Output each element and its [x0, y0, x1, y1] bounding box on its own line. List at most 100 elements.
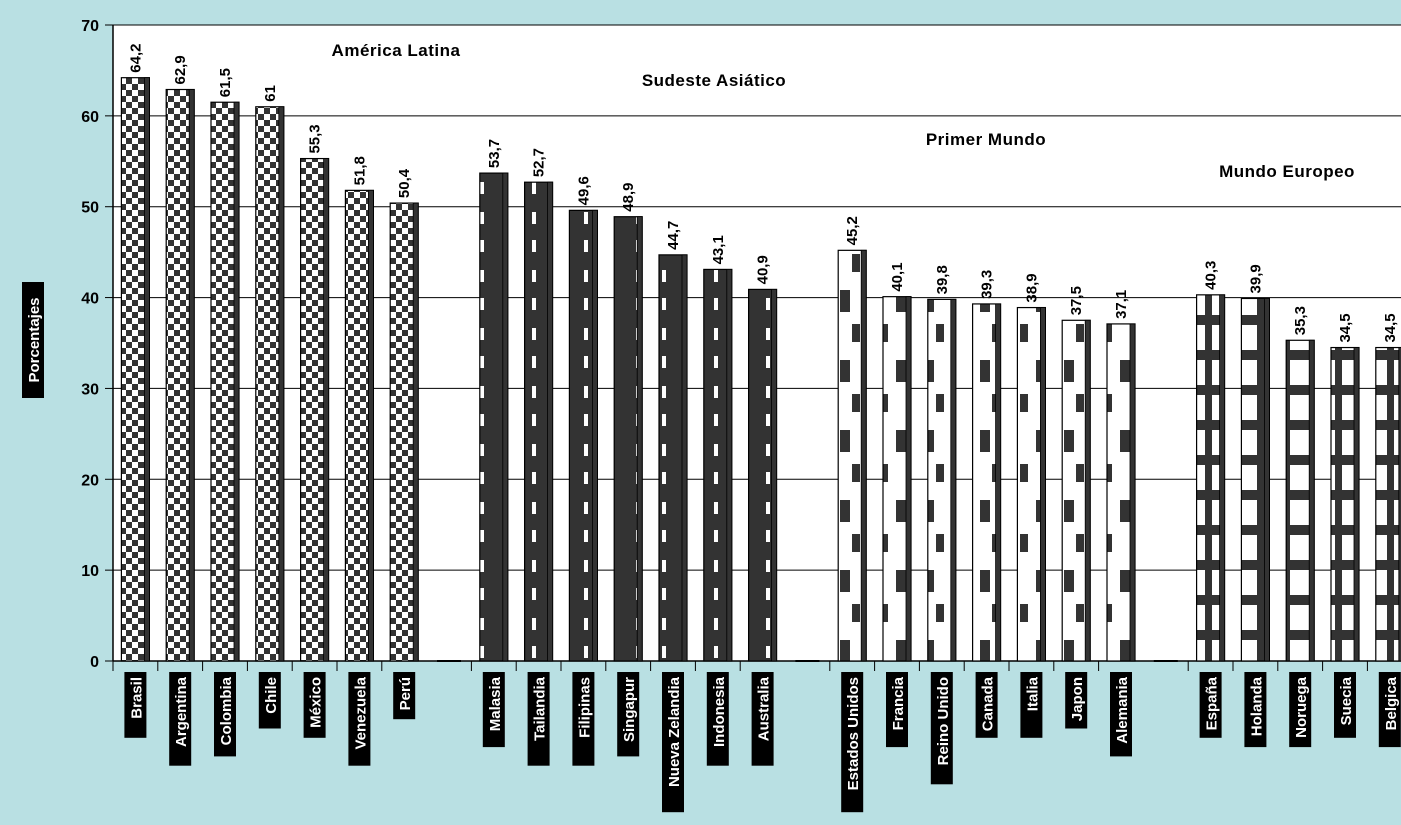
category-label-box: [1020, 672, 1043, 738]
y-tick-label: 0: [90, 654, 99, 671]
group-title: Primer Mundo: [926, 130, 1046, 149]
value-label: 55,3: [307, 124, 324, 153]
category-label-box: [124, 672, 147, 738]
category-label-box: [706, 672, 729, 766]
value-label: 45,2: [844, 216, 861, 245]
value-label: 39,3: [979, 270, 996, 299]
category-label: Brasil: [128, 677, 145, 719]
category-label-box: [841, 672, 864, 813]
category-label-box: [1110, 672, 1132, 757]
y-axis-title: Porcentajes: [22, 282, 44, 398]
value-label: 62,9: [172, 55, 189, 84]
category-label-box: [1378, 672, 1401, 748]
category-label: Colombia: [218, 676, 235, 745]
bar-shadow: [323, 158, 330, 662]
category-label: Noruega: [1293, 676, 1310, 738]
y-tick-label: 10: [81, 563, 99, 580]
category-label-box: [930, 672, 953, 785]
group-title: Sudeste Asiático: [642, 71, 786, 90]
bar-shadow: [1219, 294, 1225, 662]
category-label-box: [482, 672, 505, 748]
category-label: Chile: [263, 677, 280, 714]
group-title: Mundo Europeo: [1219, 162, 1355, 181]
value-label: 34,5: [1337, 313, 1354, 342]
group-title: América Latina: [332, 41, 461, 60]
bar-shadow: [143, 77, 150, 662]
category-label-box: [975, 672, 998, 738]
category-label-box: [886, 672, 908, 748]
y-tick-label: 50: [81, 200, 99, 217]
category-label: Australia: [756, 676, 773, 741]
category-label: Canada: [980, 676, 997, 731]
bar-shadow: [950, 298, 957, 662]
y-tick-label: 40: [81, 291, 99, 308]
category-label-box: [527, 672, 550, 766]
category-label-box: [258, 672, 281, 729]
bar-shadow: [502, 172, 509, 662]
value-label: 37,1: [1113, 290, 1130, 319]
bar-shadow: [1264, 298, 1270, 662]
bar-shadow: [592, 209, 598, 662]
value-label: 53,7: [486, 139, 503, 168]
category-label: Alemania: [1114, 676, 1131, 743]
value-label: 52,7: [531, 148, 548, 177]
category-label-box: [1334, 672, 1356, 738]
value-label: 40,1: [889, 262, 906, 291]
bar-shadow: [1353, 347, 1360, 662]
category-label: Nueva Zelandia: [666, 676, 683, 787]
value-label: 40,9: [755, 255, 772, 284]
category-label: Reino Unido: [935, 677, 952, 765]
value-label: 64,2: [127, 43, 144, 72]
value-label: 39,9: [1247, 264, 1264, 293]
value-labels: 64,2 62,9 61,5 61 55,3 51,8 50,4 53,7 52,7 49,6 48…: [127, 43, 1398, 342]
category-label-box: [751, 672, 774, 766]
bar-shadow: [905, 296, 912, 662]
category-label: Japon: [1069, 677, 1086, 721]
value-label: 34,5: [1382, 313, 1399, 342]
category-label: Singapur: [621, 677, 638, 742]
bar-shadow: [1398, 347, 1401, 662]
bar-shadow: [860, 249, 867, 662]
bar-shadow: [278, 106, 285, 662]
value-label: 50,4: [396, 168, 413, 198]
bar-shadow: [636, 216, 643, 662]
category-label: Francia: [890, 676, 907, 730]
value-label: 35,3: [1292, 306, 1309, 335]
bar-shadow: [1308, 339, 1315, 662]
bar-shadow: [1040, 307, 1046, 662]
bar-shadow: [771, 288, 777, 662]
value-label: 61,5: [217, 68, 234, 97]
category-labels: Brasil Argentina Colombia Chile México Venezu…: [124, 672, 1401, 813]
value-label: 51,8: [351, 156, 368, 185]
y-axis-label: Porcentajes: [26, 297, 43, 382]
category-label: México: [308, 677, 325, 728]
category-label-box: [572, 672, 595, 766]
axes: 0 10 20 30 40 50 60 70: [81, 18, 1401, 671]
value-label: 49,6: [575, 176, 592, 205]
category-label: Belgica: [1383, 676, 1400, 730]
category-label: Holanda: [1248, 676, 1265, 736]
category-label: Malasia: [487, 676, 504, 731]
bar-shadow: [1129, 323, 1136, 662]
value-label: 61: [262, 85, 279, 102]
category-label-box: [1289, 672, 1312, 748]
value-label: 37,5: [1068, 286, 1085, 315]
category-label: Italia: [1024, 676, 1041, 711]
bar-shadow: [681, 254, 688, 662]
category-label: Perú: [397, 677, 414, 710]
bar-shadow: [412, 202, 419, 662]
value-label: 38,9: [1023, 273, 1040, 302]
category-label-box: [662, 672, 684, 813]
bar: [1375, 346, 1401, 662]
bar-shadow: [367, 189, 374, 662]
bars: [120, 77, 1401, 662]
value-label: 43,1: [710, 235, 727, 264]
category-label-box: [348, 672, 371, 766]
bar-shadow: [547, 181, 553, 662]
category-label-box: [393, 672, 416, 720]
category-label-box: [1244, 672, 1267, 748]
category-label-box: [169, 672, 192, 766]
category-label-box: [214, 672, 236, 757]
bar-shadow: [1084, 319, 1091, 662]
